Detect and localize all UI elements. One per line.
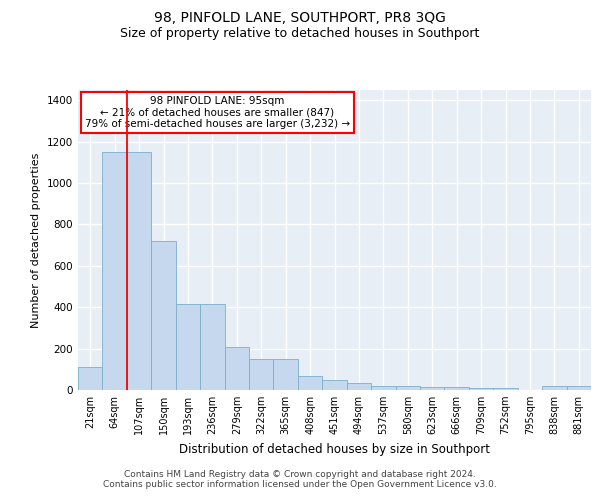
- Bar: [249, 359, 274, 390]
- Bar: [78, 367, 103, 390]
- Bar: [274, 359, 298, 390]
- Bar: [200, 304, 224, 390]
- Bar: [347, 383, 371, 390]
- Text: 98 PINFOLD LANE: 95sqm
← 21% of detached houses are smaller (847)
79% of semi-de: 98 PINFOLD LANE: 95sqm ← 21% of detached…: [85, 96, 350, 129]
- Text: Contains HM Land Registry data © Crown copyright and database right 2024.
Contai: Contains HM Land Registry data © Crown c…: [103, 470, 497, 489]
- Bar: [322, 380, 347, 390]
- Bar: [127, 152, 151, 390]
- Text: 98, PINFOLD LANE, SOUTHPORT, PR8 3QG: 98, PINFOLD LANE, SOUTHPORT, PR8 3QG: [154, 11, 446, 25]
- Bar: [420, 387, 445, 390]
- Bar: [542, 386, 566, 390]
- Bar: [103, 152, 127, 390]
- Bar: [176, 304, 200, 390]
- Bar: [566, 386, 591, 390]
- Bar: [298, 376, 322, 390]
- Y-axis label: Number of detached properties: Number of detached properties: [31, 152, 41, 328]
- Bar: [224, 346, 249, 390]
- Bar: [371, 386, 395, 390]
- Bar: [493, 388, 518, 390]
- X-axis label: Distribution of detached houses by size in Southport: Distribution of detached houses by size …: [179, 442, 490, 456]
- Bar: [469, 388, 493, 390]
- Bar: [151, 241, 176, 390]
- Text: Size of property relative to detached houses in Southport: Size of property relative to detached ho…: [121, 28, 479, 40]
- Bar: [445, 387, 469, 390]
- Bar: [395, 386, 420, 390]
